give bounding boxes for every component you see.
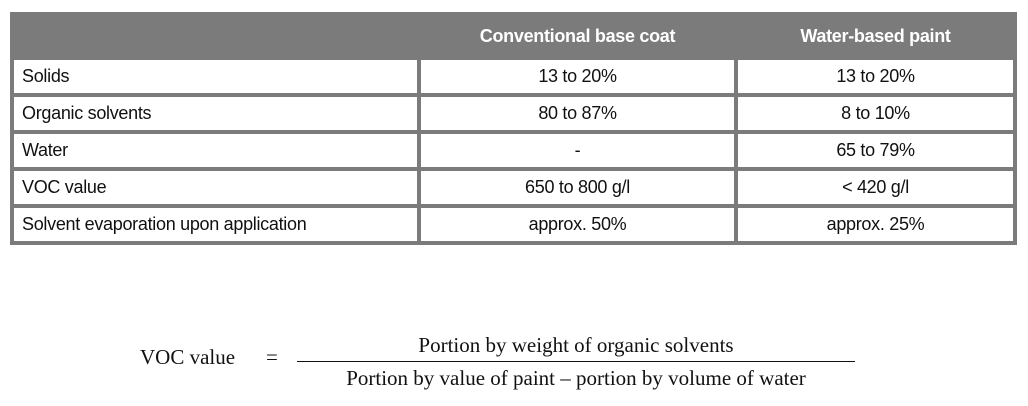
table-cell: 65 to 79% bbox=[738, 134, 1013, 167]
formula-denominator: Portion by value of paint – portion by v… bbox=[346, 366, 806, 390]
formula-numerator: Portion by weight of organic solvents bbox=[418, 333, 734, 357]
table-cell: 80 to 87% bbox=[421, 97, 734, 130]
row-label: Organic solvents bbox=[14, 97, 417, 130]
table-cell: approx. 50% bbox=[421, 208, 734, 241]
table-cell: - bbox=[421, 134, 734, 167]
row-label: Water bbox=[14, 134, 417, 167]
table-cell: 13 to 20% bbox=[421, 60, 734, 93]
table-cell: approx. 25% bbox=[738, 208, 1013, 241]
row-label: VOC value bbox=[14, 171, 417, 204]
table-cell: 650 to 800 g/l bbox=[421, 171, 734, 204]
formula-lhs: VOC value bbox=[140, 345, 236, 369]
row-label: Solids bbox=[14, 60, 417, 93]
table-row: Organic solvents 80 to 87% 8 to 10% bbox=[14, 97, 1013, 130]
header-cell: Conventional base coat bbox=[479, 25, 676, 46]
formula-operator: = bbox=[266, 345, 278, 369]
table-row: Water -65 to 79% bbox=[14, 134, 1013, 167]
row-label: Solvent evaporation upon application bbox=[14, 208, 417, 241]
table-row: VOC value 650 to 800 g/l < 420 g/l bbox=[14, 171, 1013, 204]
table-body: Solids 13 to 20% 13 to 20% Organic solvents… bbox=[14, 60, 1013, 241]
comparison-table: Conventional base coat Water-based paint… bbox=[10, 12, 1017, 245]
table-row: Solids 13 to 20% 13 to 20% bbox=[14, 60, 1013, 93]
table-cell: 13 to 20% bbox=[738, 60, 1013, 93]
table-row: Solvent evaporation upon application appr… bbox=[14, 208, 1013, 241]
header-cell: Water-based paint bbox=[800, 25, 951, 46]
header-row: Conventional base coat Water-based paint bbox=[14, 16, 1013, 56]
header-cell bbox=[14, 16, 417, 56]
table-cell: 8 to 10% bbox=[738, 97, 1013, 130]
fraction-line bbox=[297, 361, 855, 362]
table-cell: < 420 g/l bbox=[738, 171, 1013, 204]
